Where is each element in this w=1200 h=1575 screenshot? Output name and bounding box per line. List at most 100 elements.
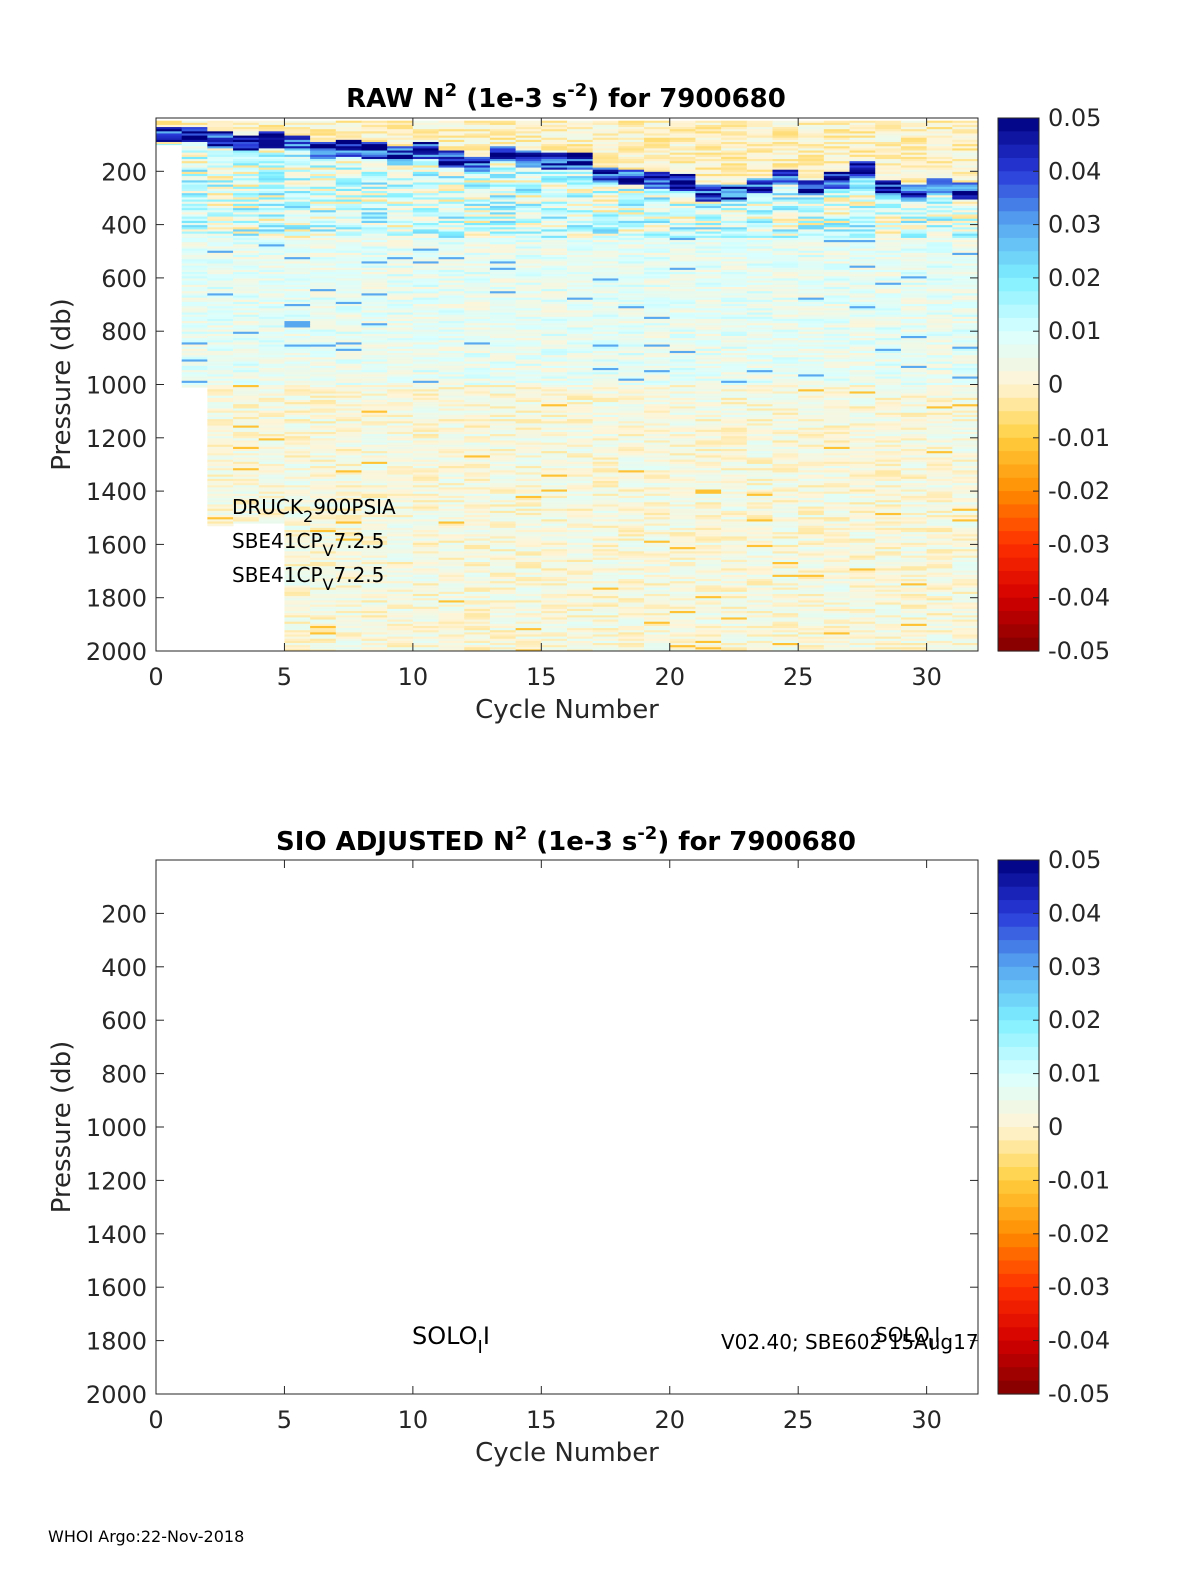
heatmap-cell (541, 506, 568, 510)
heatmap-cell (592, 312, 619, 316)
heatmap-cell (592, 489, 619, 493)
heatmap-cell (207, 171, 234, 175)
heatmap-cell (644, 318, 671, 322)
heatmap-cell (695, 583, 722, 586)
heatmap-cell (233, 353, 260, 356)
heatmap-cell (515, 218, 542, 222)
heatmap-cell (233, 365, 260, 369)
heatmap-cell (233, 159, 260, 162)
heatmap-cell (233, 483, 260, 486)
heatmap-cell (695, 365, 722, 369)
heatmap-cell (181, 357, 208, 360)
heatmap-cell (644, 176, 671, 179)
heatmap-cell (361, 325, 388, 328)
heatmap-cell (181, 129, 208, 132)
heatmap-cell (310, 139, 337, 143)
heatmap-cell (258, 363, 285, 367)
heatmap-cell (412, 540, 440, 544)
heatmap-cell (438, 406, 465, 409)
heatmap-cell (387, 289, 414, 292)
heatmap-cell (335, 649, 362, 651)
heatmap-cell (387, 214, 414, 218)
heatmap-cell (644, 188, 671, 192)
heatmap-cell (541, 393, 568, 397)
heatmap-cell (515, 278, 542, 282)
heatmap-cell (592, 410, 619, 414)
heatmap-cell (567, 152, 594, 156)
heatmap-cell (464, 325, 491, 328)
heatmap-cell (181, 267, 208, 271)
heatmap-cell (207, 272, 234, 275)
heatmap-cell (489, 572, 517, 576)
heatmap-cell (567, 643, 594, 646)
heatmap-cell (335, 589, 362, 593)
heatmap-cell (464, 557, 491, 561)
heatmap-cell (438, 506, 465, 510)
heatmap-cell (412, 485, 440, 488)
heatmap-cell (284, 457, 311, 461)
heatmap-cell (669, 216, 696, 220)
heatmap-cell (515, 468, 542, 471)
heatmap-cell (721, 169, 748, 173)
heatmap-cell (387, 625, 414, 629)
heatmap-cell (618, 318, 645, 322)
heatmap-cell (464, 252, 491, 256)
heatmap-cell (233, 493, 260, 497)
heatmap-cell (489, 152, 517, 156)
heatmap-cell (592, 463, 619, 467)
heatmap-cell (695, 127, 722, 130)
heatmap-cell (695, 382, 722, 386)
heatmap-cell (489, 372, 517, 375)
heatmap-cell (515, 579, 542, 582)
heatmap-cell (233, 291, 260, 294)
heatmap-cell (258, 395, 285, 399)
heatmap-cell (644, 159, 671, 162)
heatmap-cell (592, 171, 619, 175)
heatmap-cell (438, 171, 465, 175)
heatmap-cell (387, 378, 414, 382)
heatmap-cell (438, 346, 465, 350)
heatmap-cell (335, 163, 362, 166)
heatmap-cell (669, 120, 696, 124)
heatmap-cell (489, 444, 517, 448)
heatmap-cell (695, 348, 722, 352)
heatmap-cell (541, 141, 568, 145)
heatmap-cell (412, 308, 440, 311)
heatmap-cell (181, 291, 208, 294)
heatmap-cell (181, 137, 208, 141)
heatmap-cell (438, 414, 465, 418)
heatmap-cell (464, 342, 491, 346)
heatmap-cell (592, 600, 619, 603)
heatmap-cell (335, 327, 362, 331)
heatmap-cell (489, 613, 517, 616)
heatmap-cell (387, 225, 414, 228)
heatmap-cell (310, 399, 337, 403)
heatmap-cell (695, 551, 722, 554)
heatmap-cell (592, 340, 619, 343)
heatmap-cell (669, 500, 696, 503)
heatmap-cell (489, 276, 517, 279)
heatmap-cell (387, 286, 414, 290)
heatmap-cell (669, 370, 696, 373)
heatmap-cell (361, 150, 388, 154)
heatmap-cell (464, 613, 491, 616)
heatmap-cell (310, 280, 337, 284)
heatmap-cell (669, 483, 696, 486)
heatmap-cell (207, 444, 234, 448)
heatmap-cell (541, 163, 568, 166)
heatmap-cell (412, 344, 440, 348)
heatmap-cell (284, 254, 311, 258)
heatmap-cell (284, 122, 311, 126)
heatmap-cell (233, 144, 260, 147)
heatmap-cell (644, 216, 671, 220)
heatmap-cell (387, 186, 414, 190)
heatmap-cell (207, 314, 234, 318)
heatmap-cell (567, 161, 594, 164)
heatmap-cell (464, 289, 491, 292)
heatmap-cell (541, 634, 568, 638)
heatmap-cell (207, 355, 234, 358)
heatmap-cell (284, 468, 311, 471)
heatmap-cell (515, 611, 542, 614)
heatmap-cell (695, 346, 722, 350)
heatmap-cell (310, 240, 337, 243)
